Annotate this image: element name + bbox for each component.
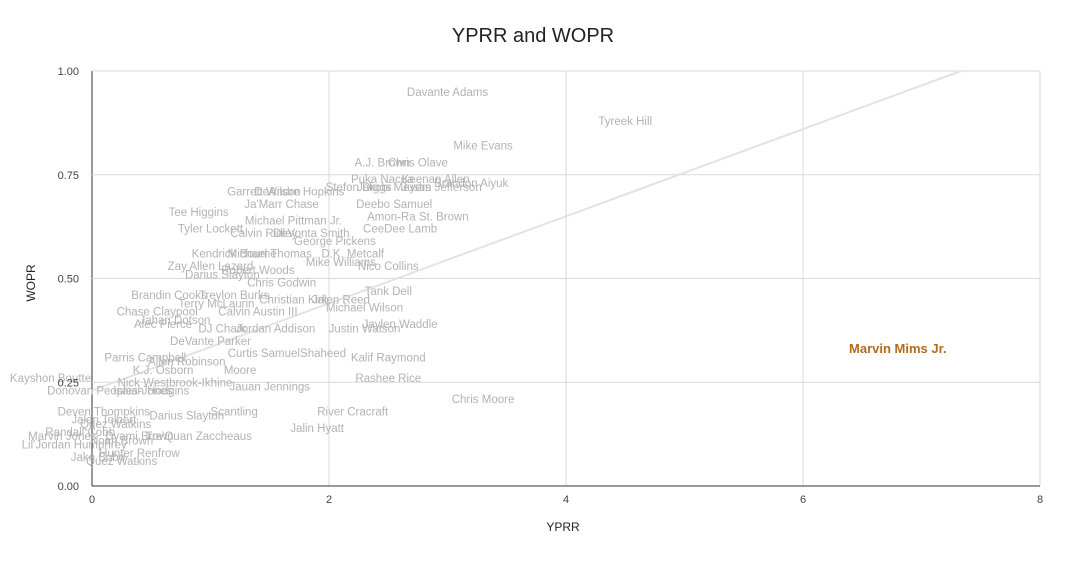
- point-label: Allen Robinson: [148, 357, 225, 369]
- point-label: Michael Wilson: [326, 303, 403, 315]
- point-label: Quez Watkins: [80, 419, 151, 431]
- point-label: Jalen Reed: [312, 294, 370, 306]
- point-label: Parris Campbell: [104, 352, 186, 364]
- trendline-layer: [91, 70, 962, 392]
- point-label: Michael Pittman Jr.: [245, 215, 342, 227]
- point-label: Justin Jefferson: [401, 182, 481, 194]
- point-label: Tyler Lockett: [178, 224, 244, 236]
- y-tick-label: 0.25: [58, 377, 79, 389]
- point-label: Jake Bobo: [71, 452, 125, 464]
- y-tick-label: 0.00: [58, 481, 79, 493]
- point-label: Calvin Ridley: [230, 228, 297, 240]
- point-label: Lil'Jordan Humphrey: [22, 440, 127, 452]
- point-label: Keenan Allen: [402, 174, 470, 186]
- point-label: George Pickens: [294, 236, 376, 248]
- point-label: Mike Williams: [306, 257, 377, 269]
- point-label: DeVonta Smith: [273, 228, 350, 240]
- ticks-layer: 0 2 4 6 8 0.00 0.25 0.50 0.75 1.00: [58, 66, 1043, 506]
- point-label: Terry McLaurin: [178, 298, 254, 310]
- point-label: Scantling: [211, 406, 258, 418]
- points-layer: Davante Adams Tyreek Hill Mike Evans A.J. B…: [10, 87, 947, 468]
- point-label: Mike Evans: [453, 141, 513, 153]
- point-label: Randall Cobb: [45, 427, 115, 439]
- point-label: DeVante Parker: [170, 336, 251, 348]
- highlighted-point-label: Marvin Mims Jr.: [849, 341, 947, 356]
- point-label: Marvin Jones: [28, 431, 97, 443]
- point-label: Shaheed: [300, 348, 346, 360]
- point-label: Tyreek Hill: [598, 116, 652, 128]
- point-label: Kayshon Boutte: [10, 373, 91, 385]
- grid-layer: [91, 70, 1041, 487]
- point-label: Isaiah Hodgins: [113, 386, 189, 398]
- point-label: Jakobi Meyers: [357, 182, 431, 194]
- point-label: Garrett Wilson: [227, 186, 301, 198]
- point-label: Darius Slayton: [185, 269, 260, 281]
- point-label: Nico Collins: [358, 261, 419, 273]
- point-label: Rashee Rice: [355, 373, 421, 385]
- point-label: Justin Watson: [329, 323, 401, 335]
- point-label: Jaylen Waddle: [363, 319, 438, 331]
- point-label: Jahan Dotson: [139, 315, 210, 327]
- point-label: Chris Moore: [452, 394, 515, 406]
- point-label: Curtis Samuel: [228, 348, 300, 360]
- point-label: Tre'Quan Zaccheaus: [145, 431, 252, 443]
- point-label: Davante Adams: [407, 87, 488, 99]
- point-label: Stefon Diggs: [326, 182, 392, 194]
- point-label: Dyami Brown: [105, 431, 173, 443]
- point-label: Puka Nacua: [351, 174, 414, 186]
- point-label: Nick Westbrook-Ikhine: [118, 377, 233, 389]
- point-label: Darius Slayton: [149, 410, 224, 422]
- point-label: Hunter Renfrow: [99, 448, 180, 460]
- point-label: Brandon Aiyuk: [434, 178, 508, 190]
- point-label: Tank Dell: [365, 286, 412, 298]
- point-label: Donovan Peoples-Jones: [47, 386, 173, 398]
- point-label: Michael Thomas: [228, 249, 312, 261]
- point-label: Deven Thompkins: [58, 406, 151, 418]
- point-label: Christian Kirk: [259, 294, 328, 306]
- point-label: Calvin Austin III: [218, 307, 297, 319]
- x-axis-title: YPRR: [546, 520, 580, 534]
- point-label: D.K. Metcalf: [321, 249, 384, 261]
- x-tick-label: 4: [563, 494, 569, 506]
- point-label: Alec Pierce: [134, 319, 192, 331]
- point-label: Chris Olave: [388, 157, 448, 169]
- point-label: Brandin Cooks: [131, 290, 207, 302]
- x-tick-label: 8: [1037, 494, 1043, 506]
- x-tick-label: 2: [326, 494, 332, 506]
- point-label: Jordan Addison: [236, 323, 315, 335]
- point-label: A.J. Brown: [355, 157, 411, 169]
- point-label: DeAndre Hopkins: [254, 186, 344, 198]
- point-label: DJ Chark: [198, 323, 246, 335]
- y-tick-label: 0.50: [58, 274, 79, 286]
- point-label: Amon-Ra St. Brown: [367, 211, 469, 223]
- point-label: Chris Godwin: [247, 278, 316, 290]
- point-label: CeeDee Lamb: [363, 224, 437, 236]
- point-label: Kendrick Bourne: [192, 249, 277, 261]
- point-label: Jalin Hyatt: [290, 423, 344, 435]
- x-tick-label: 0: [89, 494, 95, 506]
- y-tick-label: 1.00: [58, 66, 79, 78]
- point-label: Moore: [224, 365, 257, 377]
- point-label: K.J. Osborn: [133, 365, 194, 377]
- trendline: [91, 70, 962, 392]
- point-label: Treylon Burks: [199, 290, 270, 302]
- point-label: River Cracraft: [317, 406, 389, 418]
- point-label: Ja'Marr Chase: [244, 199, 318, 211]
- point-label: Noah Brown: [90, 435, 153, 447]
- point-label: Tee Higgins: [169, 207, 229, 219]
- x-tick-label: 6: [800, 494, 806, 506]
- point-label: Deebo Samuel: [356, 199, 432, 211]
- point-label: Zay Allen Lazard: [168, 261, 254, 273]
- point-label: Jalen Tolbert: [71, 415, 137, 427]
- point-label: Quez Watkins: [86, 456, 157, 468]
- point-label: Chase Claypool: [117, 307, 198, 319]
- point-label: Jauan Jennings: [229, 381, 310, 393]
- y-axis-title: WOPR: [24, 264, 38, 302]
- point-label: Kalif Raymond: [351, 352, 426, 364]
- chart-title: YPRR and WOPR: [452, 25, 614, 47]
- point-label: Robert Woods: [221, 265, 295, 277]
- y-tick-label: 0.75: [58, 170, 79, 182]
